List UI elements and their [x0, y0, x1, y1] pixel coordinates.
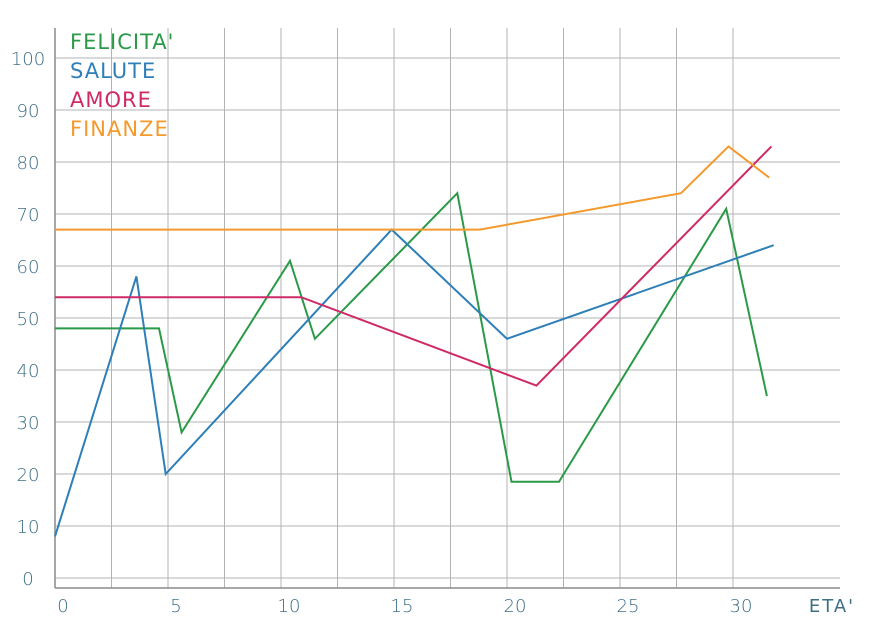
- y-tick-label: 20: [17, 465, 40, 486]
- x-tick-labels: 0 5 10 15 20 25 30: [57, 596, 752, 617]
- x-tick-label: 0: [57, 596, 68, 617]
- x-tick-label: 25: [617, 596, 640, 617]
- series-line-salute: [54, 228, 775, 537]
- legend-label: SALUTE: [70, 59, 156, 83]
- y-tick-label: 100: [11, 49, 45, 70]
- legend: FELICITA' SALUTE AMORE FINANZE: [70, 30, 174, 141]
- series-lines: [54, 145, 775, 537]
- series-line-felicita: [55, 191, 768, 483]
- legend-label: FINANZE: [70, 117, 169, 141]
- y-tick-label: 0: [22, 569, 33, 590]
- series-line-amore: [55, 145, 773, 387]
- axes: [54, 28, 840, 589]
- y-tick-label: 10: [17, 517, 40, 538]
- y-tick-label: 80: [17, 153, 40, 174]
- y-tick-label: 30: [17, 413, 40, 434]
- x-tick-label: 30: [730, 596, 753, 617]
- y-tick-label: 70: [17, 205, 40, 226]
- series-line-finanze: [55, 145, 770, 231]
- y-tick-label: 40: [17, 361, 40, 382]
- x-tick-label: 20: [504, 596, 527, 617]
- y-tick-labels: 0 10 20 30 40 50 60 70 80 90 100: [11, 49, 45, 590]
- grid: [54, 28, 840, 588]
- x-tick-label: 10: [278, 596, 301, 617]
- x-tick-label: 15: [391, 596, 414, 617]
- legend-label: FELICITA': [70, 30, 174, 54]
- y-tick-label: 90: [17, 101, 40, 122]
- y-tick-label: 60: [17, 257, 40, 278]
- y-tick-label: 50: [17, 309, 40, 330]
- x-axis-title: ETA': [809, 596, 855, 617]
- legend-label: AMORE: [70, 88, 152, 112]
- x-tick-label: 5: [170, 596, 181, 617]
